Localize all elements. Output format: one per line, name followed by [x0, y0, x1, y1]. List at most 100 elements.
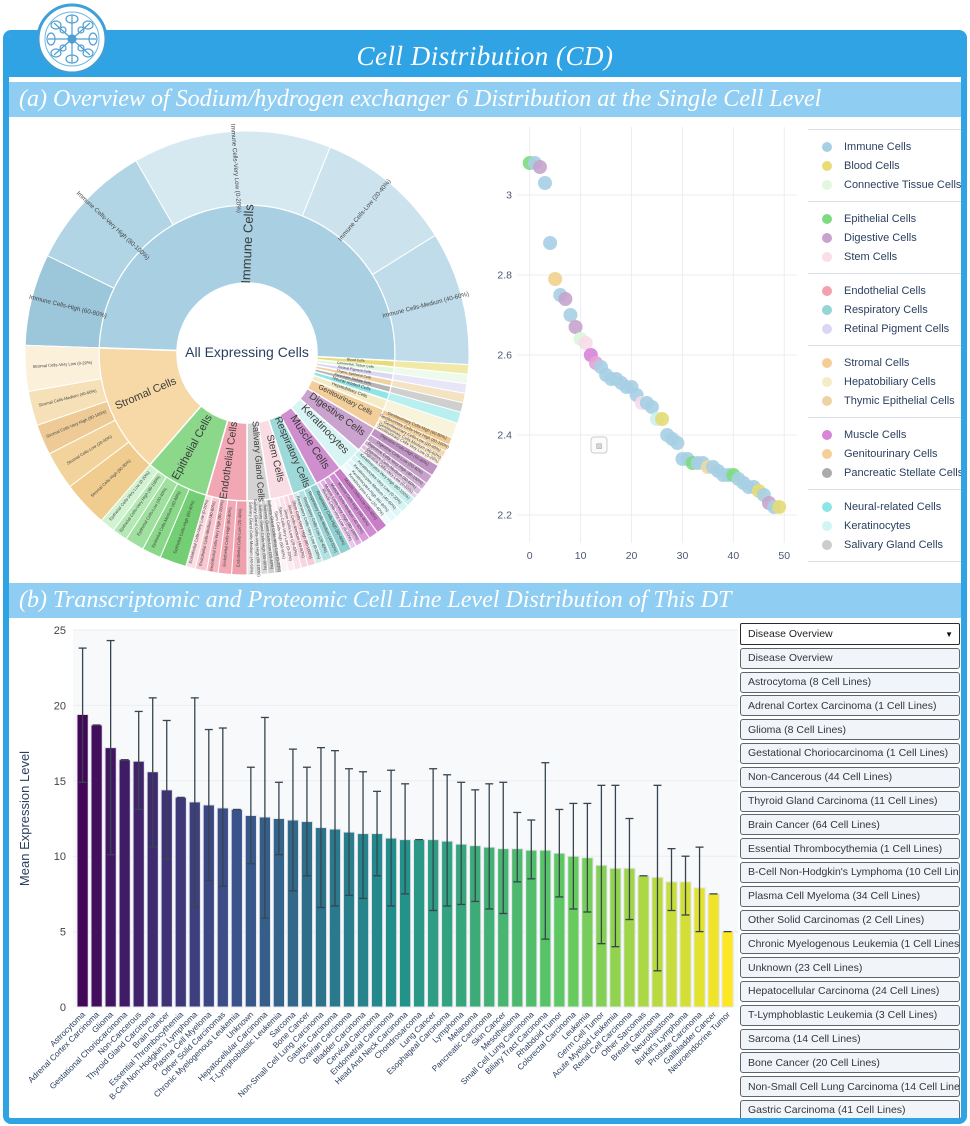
disease-list-item[interactable]: Other Solid Carcinomas (2 Cell Lines) — [740, 909, 960, 931]
disease-list-item[interactable]: Disease Overview — [740, 647, 960, 669]
disease-list-item[interactable]: Unknown (23 Cell Lines) — [740, 957, 960, 979]
bar[interactable] — [230, 808, 243, 1008]
scatter-point[interactable] — [772, 500, 787, 514]
legend-item[interactable]: Endothelial Cells — [808, 281, 961, 300]
error-bar — [555, 808, 564, 898]
disease-list-item[interactable]: Gastric Carcinoma (41 Cell Lines) — [740, 1099, 960, 1118]
disease-list-item[interactable]: Astrocytoma (8 Cell Lines) — [740, 671, 960, 693]
bar[interactable] — [174, 796, 187, 1008]
error-bar — [597, 784, 606, 945]
disease-list-item[interactable]: Adrenal Cortex Carcinoma (1 Cell Lines) — [740, 695, 960, 717]
legend-item[interactable]: Retinal Pigment Cells — [808, 319, 961, 338]
error-bar — [78, 647, 87, 783]
scatter-point[interactable] — [532, 160, 547, 174]
scatter-point[interactable] — [568, 320, 583, 334]
error-bar — [148, 697, 157, 848]
scatter-point[interactable] — [655, 412, 670, 426]
error-bar — [218, 727, 227, 888]
legend-item[interactable]: Digestive Cells — [808, 228, 961, 247]
disease-list-item[interactable]: T-Lymphoblastic Leukemia (3 Cell Lines) — [740, 1004, 960, 1026]
disease-list-item[interactable]: Thyroid Gland Carcinoma (11 Cell Lines) — [740, 790, 960, 812]
sunburst-sub-label: Salivary Gland Cells-Very High (80-100%) — [253, 499, 262, 578]
error-bar — [583, 802, 592, 913]
scatter-point[interactable] — [543, 236, 558, 250]
scatter-point[interactable] — [538, 176, 552, 190]
legend-label: Blood Cells — [844, 159, 900, 172]
legend-swatch-icon — [822, 179, 832, 190]
disease-list-item[interactable]: Sarcoma (14 Cell Lines) — [740, 1028, 960, 1050]
legend-item[interactable]: Blood Cells — [808, 156, 961, 175]
legend-item[interactable]: Connective Tissue Cells — [808, 175, 961, 194]
x-tick-label: 20 — [626, 550, 638, 562]
disease-list-item[interactable]: Plasma Cell Myeloma (34 Cell Lines) — [740, 885, 960, 907]
disease-list-item[interactable]: Non-Small Cell Lung Carcinoma (14 Cell L… — [740, 1076, 960, 1098]
bar[interactable] — [118, 759, 131, 1008]
disease-list-item[interactable]: B-Cell Non-Hodgkin's Lymphoma (10 Cell L… — [740, 861, 960, 883]
bar[interactable] — [637, 875, 650, 1008]
disease-list-item[interactable]: Bone Cancer (20 Cell Lines) — [740, 1052, 960, 1074]
scatter-point[interactable] — [563, 308, 578, 322]
bar[interactable] — [90, 724, 103, 1008]
legend-swatch-icon — [822, 141, 832, 152]
legend-swatch-icon — [822, 520, 832, 531]
sunburst-center-label: All Expressing Cells — [185, 344, 309, 360]
x-tick-label: 50 — [778, 550, 790, 562]
legend-item[interactable]: Thymic Epithelial Cells — [808, 391, 961, 410]
legend-item[interactable]: Hepatobiliary Cells — [808, 372, 961, 391]
y-tick-label: 2.2 — [497, 510, 512, 522]
disease-list-item[interactable]: Hepatocellular Carcinoma (24 Cell Lines) — [740, 980, 960, 1002]
scatter-point[interactable] — [578, 336, 593, 350]
sunburst-category-label: Thymic Epithelial Cells — [336, 369, 372, 380]
legend-swatch-icon — [822, 539, 832, 550]
legend-item[interactable]: Respiratory Cells — [808, 300, 961, 319]
error-bar — [499, 781, 508, 915]
legend-item[interactable]: Stromal Cells — [808, 353, 961, 372]
disease-dropdown[interactable]: Disease Overview ▼ — [740, 623, 960, 645]
legend-item[interactable]: Salivary Gland Cells — [808, 535, 961, 554]
legend-swatch-icon — [822, 304, 832, 315]
legend-item[interactable]: Immune Cells — [808, 137, 961, 156]
disease-list-item[interactable]: Non-Cancerous (44 Cell Lines) — [740, 766, 960, 788]
sunburst-sub-label: Endothelial Cells-High (60-80%) — [222, 506, 233, 566]
legend-item[interactable]: Pancreatic Stellate Cells — [808, 463, 961, 482]
legend-item[interactable]: Genitourinary Cells — [808, 444, 961, 463]
bar[interactable] — [707, 893, 720, 1008]
error-bar — [401, 783, 410, 895]
legend-item[interactable]: Stem Cells — [808, 247, 961, 266]
main-frame: Cell Distribution (CD) (a) Overview of S… — [3, 30, 967, 1124]
bar[interactable] — [721, 931, 734, 1008]
cell-type-legend: Immune Cells Blood Cells Connective Tissue… — [808, 129, 961, 562]
legend-item[interactable]: Neural-related Cells — [808, 497, 961, 516]
scatter-point[interactable] — [670, 436, 685, 450]
disease-list-item[interactable]: Essential Thrombocythemia (1 Cell Lines) — [740, 838, 960, 860]
disease-list: Disease Overview Astrocytoma (8 Cell Line… — [740, 647, 960, 1118]
legend-swatch-icon — [822, 448, 832, 459]
bar[interactable] — [413, 839, 426, 1008]
sunburst-category-label: Blood Cells — [347, 357, 365, 362]
cell-logo-icon — [36, 3, 108, 75]
legend-item[interactable]: Epithelial Cells — [808, 209, 961, 228]
disease-list-item[interactable]: Brain Cancer (64 Cell Lines) — [740, 814, 960, 836]
y-tick-label: 2.4 — [497, 430, 512, 442]
disease-list-item[interactable]: Glioma (8 Cell Lines) — [740, 719, 960, 741]
scatter-point[interactable] — [548, 272, 563, 286]
legend-item[interactable]: Muscle Cells — [808, 425, 961, 444]
legend-label: Stromal Cells — [844, 356, 910, 369]
legend-swatch-icon — [822, 395, 832, 406]
disease-list-item[interactable]: Gestational Choriocarcinoma (1 Cell Line… — [740, 742, 960, 764]
sunburst-sub-segment[interactable] — [24, 344, 102, 393]
legend-label: Neural-related Cells — [844, 500, 942, 513]
section-b-header: (b) Transcriptomic and Proteomic Cell Li… — [9, 583, 961, 618]
legend-item[interactable]: Keratinocytes — [808, 516, 961, 535]
legend-swatch-icon — [822, 429, 832, 440]
legend-group: Neural-related Cells Keratinocytes Salivar… — [808, 489, 961, 562]
section-b-content: 0 5 10 15 20 25 Astrocytoma Adrenal Cortex Carc… — [9, 618, 961, 1118]
legend-label: Immune Cells — [844, 140, 912, 153]
y-tick-label: 2.6 — [497, 350, 512, 362]
divider — [9, 77, 961, 82]
scatter-point[interactable] — [644, 400, 659, 414]
disease-list-item[interactable]: Chronic Myelogenous Leukemia (1 Cell Lin… — [740, 933, 960, 955]
scatter-point[interactable] — [558, 292, 573, 306]
section-b-title: (b) Transcriptomic and Proteomic Cell Li… — [19, 587, 732, 613]
